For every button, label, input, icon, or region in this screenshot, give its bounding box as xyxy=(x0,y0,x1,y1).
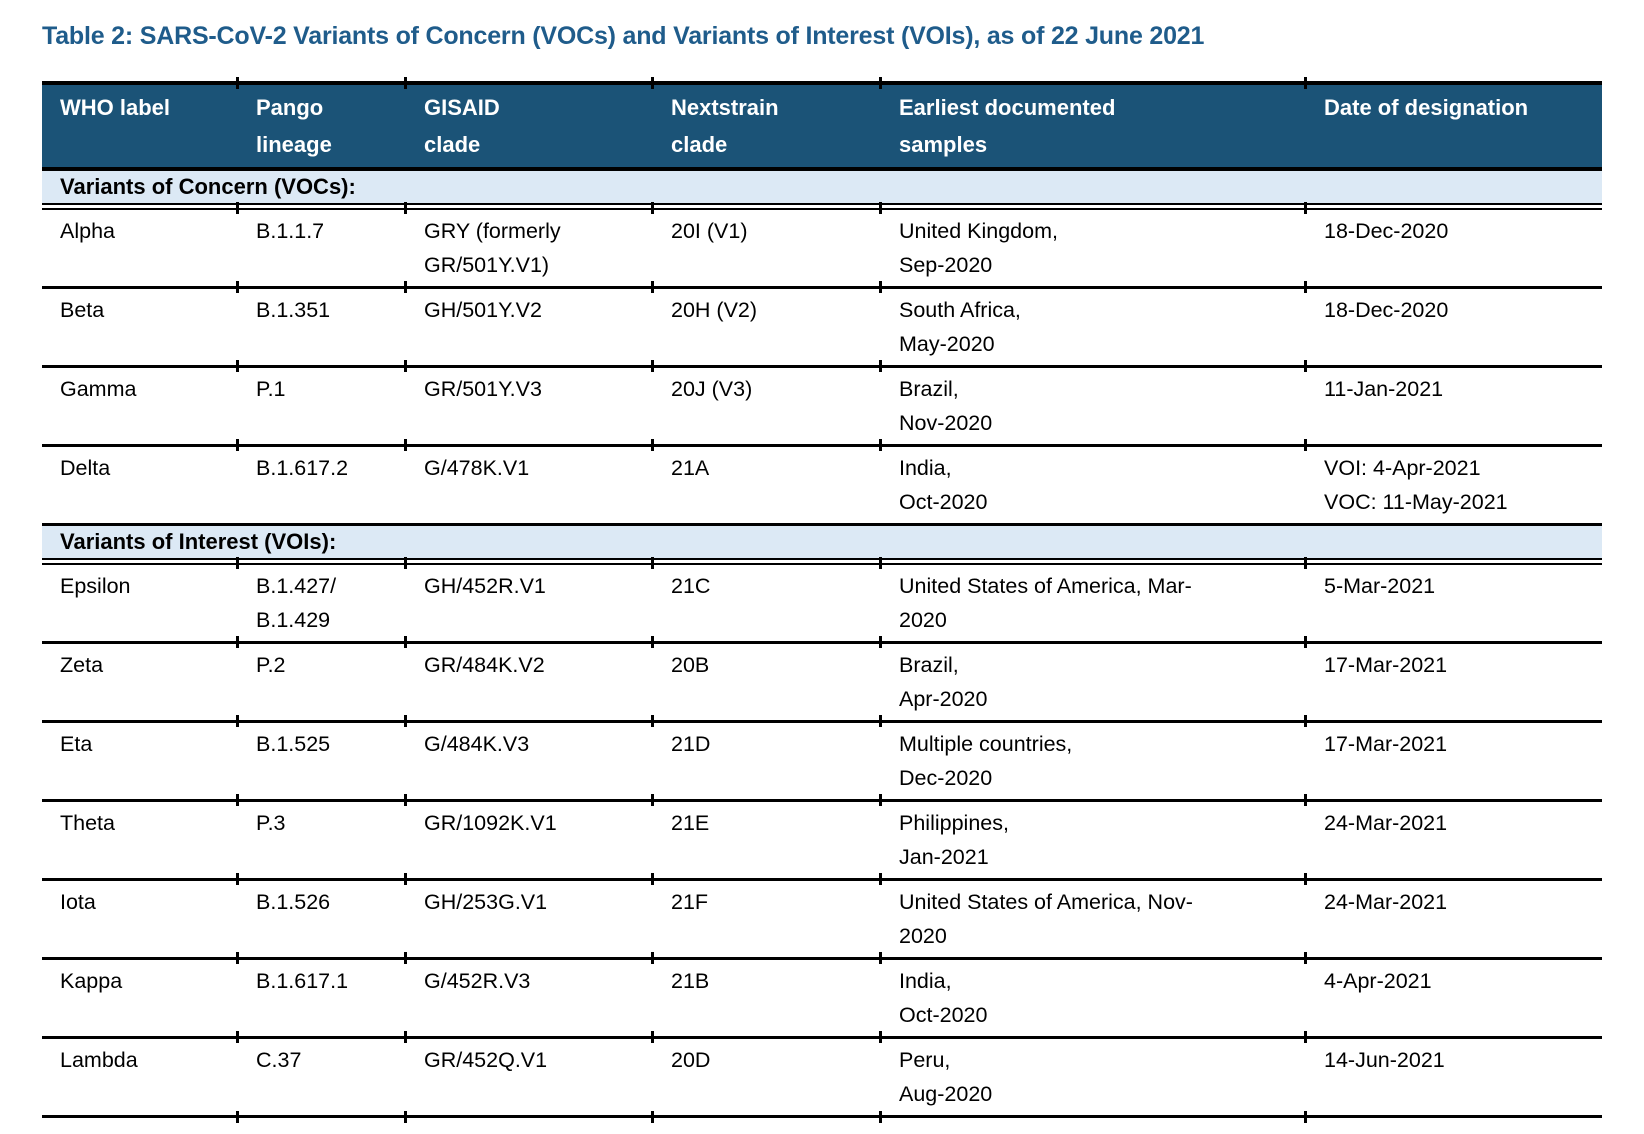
table-cell: 5-Mar-2021 xyxy=(1304,553,1602,644)
table-cell: Alpha xyxy=(42,206,238,289)
table-cell: Eta xyxy=(42,721,238,802)
table-cell: 18-Dec-2020 xyxy=(1304,198,1602,289)
table-cell: 20B xyxy=(651,634,881,723)
table-cell: GH/452R.V1 xyxy=(404,553,653,644)
table-cell: 20D xyxy=(651,1029,881,1122)
table-cell: Multiple countries, Dec-2020 xyxy=(879,713,1306,802)
table-cell: GR/1092K.V1 xyxy=(404,792,653,881)
table-cell: 21B xyxy=(651,950,881,1039)
table-cell: Kappa xyxy=(42,958,238,1039)
table-cell: P.3 xyxy=(236,792,406,881)
table-cell: India, Oct-2020 xyxy=(879,950,1306,1039)
table-row: Iota B.1.526 GH/253G.V1 21F United States of… xyxy=(42,871,1602,960)
table-cell: 21D xyxy=(651,713,881,802)
table-cell: P.2 xyxy=(236,634,406,723)
table-cell: 17-Mar-2021 xyxy=(1304,634,1602,723)
table-cell: Theta xyxy=(42,800,238,881)
table-row: Alpha B.1.1.7 GRY (formerly GR/501Y.V1) 20I… xyxy=(42,198,1602,289)
table-cell: 11-Jan-2021 xyxy=(1304,358,1602,447)
column-header: GISAID clade xyxy=(404,79,653,171)
table-cell: 20H (V2) xyxy=(651,279,881,368)
column-header: Pango lineage xyxy=(236,79,406,171)
table-cell: 21C xyxy=(651,553,881,644)
table-cell: GRY (formerly GR/501Y.V1) xyxy=(404,198,653,289)
table-cell: GH/253G.V1 xyxy=(404,871,653,960)
table-cell: B.1.525 xyxy=(236,713,406,802)
table-cell: GR/501Y.V3 xyxy=(404,358,653,447)
table-cell: GR/484K.V2 xyxy=(404,634,653,723)
table-body: Variants of Concern (VOCs): Alpha B.1.1.7 G… xyxy=(42,169,1602,1122)
table-cell: United Kingdom, Sep-2020 xyxy=(879,198,1306,289)
table-cell: B.1.617.1 xyxy=(236,950,406,1039)
table-cell: United States of America, Nov- 2020 xyxy=(879,871,1306,960)
table-row: Zeta P.2 GR/484K.V2 20B Brazil, Apr-2020 17-M… xyxy=(42,634,1602,723)
table-header: WHO label Pango lineage GISAID clade Nextst… xyxy=(42,79,1602,171)
table-cell: 4-Apr-2021 xyxy=(1304,950,1602,1039)
variants-table: WHO label Pango lineage GISAID clade Nextst… xyxy=(42,79,1602,1122)
table-cell: Beta xyxy=(42,287,238,368)
column-header: Earliest documented samples xyxy=(879,79,1306,171)
table-cell: B.1.427/ B.1.429 xyxy=(236,553,406,644)
table-cell: Iota xyxy=(42,879,238,960)
section-row: Variants of Concern (VOCs): xyxy=(42,169,1602,210)
table-cell: G/484K.V3 xyxy=(404,713,653,802)
table-cell: 18-Dec-2020 xyxy=(1304,279,1602,368)
table-row: Theta P.3 GR/1092K.V1 21E Philippines, Jan-2… xyxy=(42,792,1602,881)
table-row: Eta B.1.525 G/484K.V3 21D Multiple countries… xyxy=(42,713,1602,802)
table-cell: 17-Mar-2021 xyxy=(1304,713,1602,802)
table-cell: G/452R.V3 xyxy=(404,950,653,1039)
table-cell: B.1.617.2 xyxy=(236,437,406,526)
table-cell: B.1.526 xyxy=(236,871,406,960)
table-cell: 24-Mar-2021 xyxy=(1304,792,1602,881)
table-cell: GR/452Q.V1 xyxy=(404,1029,653,1122)
table-cell: Philippines, Jan-2021 xyxy=(879,792,1306,881)
table-cell: VOI: 4-Apr-2021 VOC: 11-May-2021 xyxy=(1304,437,1602,526)
table-row: Beta B.1.351 GH/501Y.V2 20H (V2) South Afric… xyxy=(42,279,1602,368)
table-cell: Brazil, Apr-2020 xyxy=(879,634,1306,723)
table-cell: 21A xyxy=(651,437,881,526)
table-cell: P.1 xyxy=(236,358,406,447)
table-cell: United States of America, Mar- 2020 xyxy=(879,553,1306,644)
table-cell: B.1.351 xyxy=(236,279,406,368)
header-row: WHO label Pango lineage GISAID clade Nextst… xyxy=(42,79,1602,171)
table-cell: 20I (V1) xyxy=(651,198,881,289)
section-label: Variants of Interest (VOIs): xyxy=(42,524,1602,565)
table-row: Epsilon B.1.427/ B.1.429 GH/452R.V1 21C Unit… xyxy=(42,553,1602,644)
table-row: Gamma P.1 GR/501Y.V3 20J (V3) Brazil, Nov-20… xyxy=(42,358,1602,447)
column-header: Nextstrain clade xyxy=(651,79,881,171)
table-cell: Zeta xyxy=(42,642,238,723)
table-cell: South Africa, May-2020 xyxy=(879,279,1306,368)
column-header: WHO label xyxy=(42,81,238,171)
table-cell: 20J (V3) xyxy=(651,358,881,447)
table-cell: 24-Mar-2021 xyxy=(1304,871,1602,960)
table-cell: 14-Jun-2021 xyxy=(1304,1029,1602,1122)
section-row: Variants of Interest (VOIs): xyxy=(42,524,1602,565)
table-cell: C.37 xyxy=(236,1029,406,1122)
table-cell: Epsilon xyxy=(42,561,238,644)
table-cell: Brazil, Nov-2020 xyxy=(879,358,1306,447)
table-title: Table 2: SARS-CoV-2 Variants of Concern … xyxy=(42,22,1205,50)
table-row: Lambda C.37 GR/452Q.V1 20D Peru, Aug-2020 14-… xyxy=(42,1029,1602,1122)
section-label: Variants of Concern (VOCs): xyxy=(42,169,1602,210)
table-cell: 21E xyxy=(651,792,881,881)
table-cell: B.1.1.7 xyxy=(236,198,406,289)
table-cell: G/478K.V1 xyxy=(404,437,653,526)
table-cell: Peru, Aug-2020 xyxy=(879,1029,1306,1122)
table-row: Kappa B.1.617.1 G/452R.V3 21B India, Oct-202… xyxy=(42,950,1602,1039)
table-cell: Delta xyxy=(42,445,238,526)
table-row: Delta B.1.617.2 G/478K.V1 21A India, Oct-202… xyxy=(42,437,1602,526)
column-header: Date of designation xyxy=(1304,79,1602,171)
table-cell: 21F xyxy=(651,871,881,960)
table-cell: GH/501Y.V2 xyxy=(404,279,653,368)
table-cell: India, Oct-2020 xyxy=(879,437,1306,526)
table-cell: Gamma xyxy=(42,366,238,447)
table-cell: Lambda xyxy=(42,1037,238,1118)
